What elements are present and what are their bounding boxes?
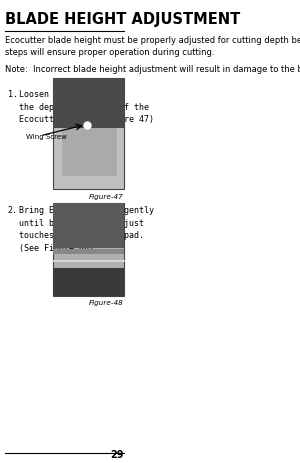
Text: BLADE HEIGHT ADJUSTMENT: BLADE HEIGHT ADJUSTMENT [5,12,240,26]
Text: Figure-47: Figure-47 [89,194,124,200]
Text: Figure-48: Figure-48 [89,299,124,305]
Bar [53,79,124,190]
Text: Loosen wing screw on
the depth indicator of the
Ecocutter.  (See Figure 47): Loosen wing screw on the depth indicator… [19,90,154,124]
Text: 1.: 1. [8,90,18,99]
Text: 29: 29 [110,449,124,459]
Text: Ecocutter blade height must be properly adjusted for cutting depth before use.  : Ecocutter blade height must be properly … [5,36,300,57]
Bar [53,269,124,296]
Text: Wing Screw: Wing Screw [26,133,66,139]
Bar [62,129,117,176]
Text: Note:  Incorrect blade height adjustment will result in damage to the blade and : Note: Incorrect blade height adjustment … [5,65,300,74]
Bar [53,204,124,296]
Bar [53,204,124,248]
Text: 2.: 2. [8,206,18,215]
Bar [53,249,124,255]
Bar [53,79,124,129]
Text: Bring Ecocutter down gently
until blade segments just
touches rubber table pad.
: Bring Ecocutter down gently until blade … [19,206,154,252]
